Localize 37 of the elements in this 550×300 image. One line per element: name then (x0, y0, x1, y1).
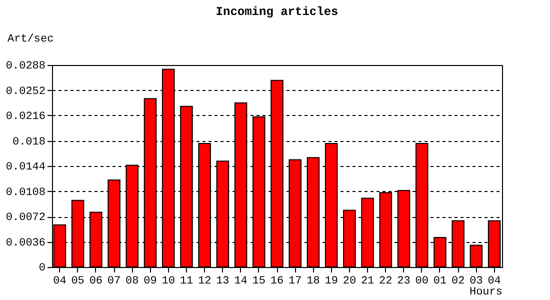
x-tick-label: 16 (270, 276, 284, 288)
x-tick-label: 04 (53, 276, 67, 288)
x-tick-label: 04 (488, 276, 502, 288)
x-tick-label: 00 (415, 276, 428, 288)
x-tick-label: 12 (198, 276, 212, 288)
x-tick-label: 18 (306, 276, 320, 288)
y-tick-label: 0.0144 (6, 162, 46, 174)
x-tick-label: 06 (89, 276, 103, 288)
x-tick-label: 11 (180, 276, 194, 288)
x-tick-label: 13 (216, 276, 230, 288)
x-tick-label: 03 (470, 276, 483, 288)
x-tick-label: 20 (342, 276, 356, 288)
y-tick-label: 0.0072 (6, 212, 46, 224)
x-tick-label: 22 (379, 276, 392, 288)
x-tick-label: 19 (324, 276, 338, 288)
x-tick-label: 23 (397, 276, 410, 288)
y-tick-label: 0.0252 (6, 86, 46, 98)
x-tick-label: 02 (451, 276, 465, 288)
x-tick-label: 17 (288, 276, 302, 288)
x-tick-label: 07 (107, 276, 121, 288)
chart-title: Incoming articles (216, 5, 338, 19)
x-tick-label: 14 (234, 276, 248, 288)
y-tick-label: 0.0216 (6, 111, 46, 123)
y-tick-label: 0.0108 (6, 186, 46, 199)
x-axis-title: Hours (469, 286, 502, 298)
y-tick-label: 0.018 (12, 136, 46, 148)
x-tick-label: 10 (162, 276, 175, 288)
x-tick-label: 15 (252, 276, 266, 288)
x-tick-label: 21 (360, 276, 375, 288)
y-tick-label: 0 (38, 262, 46, 274)
x-tick-label: 09 (144, 276, 157, 288)
x-tick-label: 01 (433, 276, 447, 288)
x-tick-label: 08 (126, 276, 139, 288)
y-tick-label: 0.0288 (6, 60, 46, 72)
y-axis-title: Art/sec (8, 34, 54, 46)
y-tick-label: 0.0036 (6, 237, 46, 250)
x-tick-label: 05 (71, 276, 84, 288)
